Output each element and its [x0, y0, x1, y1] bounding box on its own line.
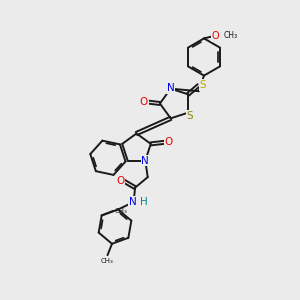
- Text: S: S: [187, 111, 193, 121]
- Text: O: O: [212, 31, 219, 41]
- Text: O: O: [116, 176, 124, 186]
- Text: S: S: [200, 80, 206, 90]
- Text: N: N: [129, 197, 137, 207]
- Text: O: O: [140, 97, 148, 107]
- Text: CH₃: CH₃: [114, 208, 127, 214]
- Text: N: N: [167, 83, 175, 93]
- Text: O: O: [164, 137, 172, 147]
- Text: CH₃: CH₃: [101, 258, 114, 264]
- Text: CH₃: CH₃: [224, 31, 238, 40]
- Text: H: H: [140, 197, 148, 207]
- Text: N: N: [141, 156, 149, 166]
